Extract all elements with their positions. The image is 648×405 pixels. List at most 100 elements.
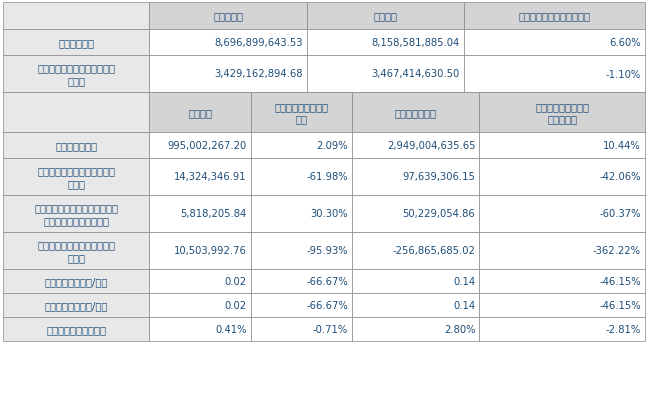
Bar <box>464 56 645 93</box>
Text: 995,002,267.20: 995,002,267.20 <box>168 141 247 151</box>
Text: 本报告期: 本报告期 <box>188 108 212 118</box>
Bar <box>150 30 307 56</box>
Bar <box>480 93 645 133</box>
Bar <box>480 232 645 269</box>
Text: 2.09%: 2.09% <box>317 141 348 151</box>
Bar <box>353 93 480 133</box>
Bar <box>251 159 353 196</box>
Bar <box>251 269 353 293</box>
Text: 3,429,162,894.68: 3,429,162,894.68 <box>214 69 303 79</box>
Bar <box>150 56 307 93</box>
Text: 本报告期末比上年度末增减: 本报告期末比上年度末增减 <box>518 11 590 21</box>
Bar <box>3 293 150 317</box>
Bar <box>251 133 353 159</box>
Bar <box>3 133 150 159</box>
Text: 归属于上市公司股东的净利润
（元）: 归属于上市公司股东的净利润 （元） <box>37 166 115 188</box>
Text: 稼释每股收益（元/股）: 稼释每股收益（元/股） <box>45 300 108 310</box>
Text: -46.15%: -46.15% <box>599 300 641 310</box>
Bar <box>480 317 645 341</box>
Text: 2,949,004,635.65: 2,949,004,635.65 <box>387 141 476 151</box>
Text: 营业收入（元）: 营业收入（元） <box>55 141 97 151</box>
Text: 10,503,992.76: 10,503,992.76 <box>174 246 247 256</box>
Text: -60.37%: -60.37% <box>599 209 641 219</box>
Bar <box>3 93 150 133</box>
Bar <box>480 293 645 317</box>
Bar <box>353 196 480 232</box>
Text: -2.81%: -2.81% <box>606 324 641 334</box>
Text: 8,696,899,643.53: 8,696,899,643.53 <box>214 38 303 48</box>
Text: -66.67%: -66.67% <box>307 276 348 286</box>
Text: 总资产（元）: 总资产（元） <box>58 38 94 48</box>
Text: 10.44%: 10.44% <box>603 141 641 151</box>
Bar <box>150 196 251 232</box>
Text: 97,639,306.15: 97,639,306.15 <box>402 172 476 182</box>
Bar <box>150 93 251 133</box>
Text: 14,324,346.91: 14,324,346.91 <box>174 172 247 182</box>
Bar <box>3 196 150 232</box>
Text: -0.71%: -0.71% <box>313 324 348 334</box>
Bar <box>150 269 251 293</box>
Bar <box>464 3 645 30</box>
Text: 基本每股收益（元/股）: 基本每股收益（元/股） <box>45 276 108 286</box>
Text: 5,818,205.84: 5,818,205.84 <box>181 209 247 219</box>
Bar <box>251 317 353 341</box>
Text: -1.10%: -1.10% <box>606 69 641 79</box>
Bar <box>480 133 645 159</box>
Text: 0.41%: 0.41% <box>215 324 247 334</box>
Bar <box>251 196 353 232</box>
Text: 本报告期末: 本报告期末 <box>213 11 243 21</box>
Text: -66.67%: -66.67% <box>307 300 348 310</box>
Bar <box>150 159 251 196</box>
Text: 年初至报告期末比上
年同期增减: 年初至报告期末比上 年同期增减 <box>535 102 589 124</box>
Text: -256,865,685.02: -256,865,685.02 <box>393 246 476 256</box>
Text: -42.06%: -42.06% <box>599 172 641 182</box>
Text: 0.02: 0.02 <box>225 300 247 310</box>
Bar <box>251 93 353 133</box>
Bar <box>353 232 480 269</box>
Bar <box>353 269 480 293</box>
Text: 0.14: 0.14 <box>453 300 476 310</box>
Bar <box>307 3 464 30</box>
Bar <box>307 56 464 93</box>
Text: 年初至报告期末: 年初至报告期末 <box>395 108 437 118</box>
Bar <box>480 159 645 196</box>
Bar <box>251 232 353 269</box>
Bar <box>150 232 251 269</box>
Text: 经营活动产生的现金流量净额
（元）: 经营活动产生的现金流量净额 （元） <box>37 240 115 262</box>
Text: -46.15%: -46.15% <box>599 276 641 286</box>
Bar <box>353 159 480 196</box>
Text: 加权平均净资产收益率: 加权平均净资产收益率 <box>46 324 106 334</box>
Text: 8,158,581,885.04: 8,158,581,885.04 <box>372 38 460 48</box>
Bar <box>3 3 150 30</box>
Text: 3,467,414,630.50: 3,467,414,630.50 <box>372 69 460 79</box>
Bar <box>480 196 645 232</box>
Bar <box>3 232 150 269</box>
Bar <box>3 159 150 196</box>
Text: 归属于上市公司股东的扣除非经
常性损益的净利润（元）: 归属于上市公司股东的扣除非经 常性损益的净利润（元） <box>34 203 118 225</box>
Bar <box>3 269 150 293</box>
Text: 50,229,054.86: 50,229,054.86 <box>402 209 476 219</box>
Text: 本报告期比上年同期
增减: 本报告期比上年同期 增减 <box>275 102 329 124</box>
Bar <box>353 317 480 341</box>
Bar <box>480 269 645 293</box>
Bar <box>464 30 645 56</box>
Text: 0.02: 0.02 <box>225 276 247 286</box>
Text: -61.98%: -61.98% <box>307 172 348 182</box>
Bar <box>3 30 150 56</box>
Bar <box>307 30 464 56</box>
Text: 0.14: 0.14 <box>453 276 476 286</box>
Text: -95.93%: -95.93% <box>307 246 348 256</box>
Text: 上年度末: 上年度末 <box>373 11 397 21</box>
Text: 2.80%: 2.80% <box>444 324 476 334</box>
Bar <box>150 133 251 159</box>
Text: -362.22%: -362.22% <box>593 246 641 256</box>
Bar <box>3 56 150 93</box>
Bar <box>251 293 353 317</box>
Bar <box>3 317 150 341</box>
Text: 归属于上市公司股东的净资产
（元）: 归属于上市公司股东的净资产 （元） <box>37 63 115 85</box>
Text: 6.60%: 6.60% <box>609 38 641 48</box>
Bar <box>353 133 480 159</box>
Text: 30.30%: 30.30% <box>310 209 348 219</box>
Bar <box>150 3 307 30</box>
Bar <box>150 317 251 341</box>
